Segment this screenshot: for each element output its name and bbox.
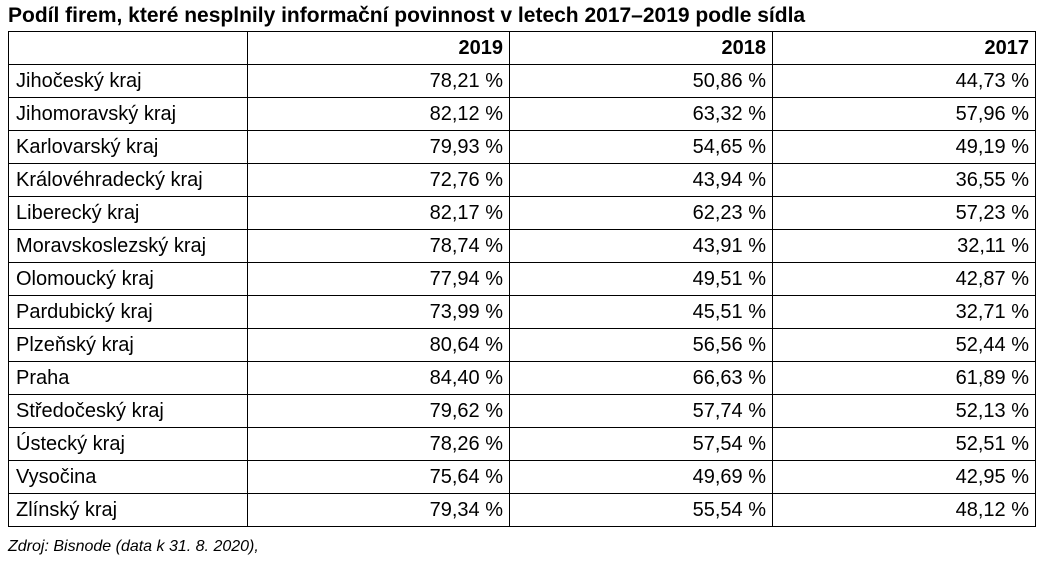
value-cell-2018: 57,74 %	[509, 394, 773, 428]
value-cell-2017: 44,73 %	[772, 64, 1036, 98]
value-cell-2017: 42,95 %	[772, 460, 1036, 494]
region-label: Pardubický kraj	[8, 295, 248, 329]
table-row: Olomoucký kraj 77,94 % 49,51 % 42,87 %	[8, 262, 1036, 296]
value-cell-2019: 84,40 %	[247, 361, 510, 395]
value-cell-2018: 43,91 %	[509, 229, 773, 263]
value-cell-2017: 57,23 %	[772, 196, 1036, 230]
value-cell-2019: 77,94 %	[247, 262, 510, 296]
value-cell-2017: 52,44 %	[772, 328, 1036, 362]
value-cell-2017: 52,51 %	[772, 427, 1036, 461]
table-row: Plzeňský kraj 80,64 % 56,56 % 52,44 %	[8, 328, 1036, 362]
value-cell-2017: 42,87 %	[772, 262, 1036, 296]
region-label: Královéhradecký kraj	[8, 163, 248, 197]
table-row: Zlínský kraj 79,34 % 55,54 % 48,12 %	[8, 493, 1036, 527]
column-header-2017: 2017	[772, 31, 1036, 65]
value-cell-2018: 49,51 %	[509, 262, 773, 296]
value-cell-2018: 49,69 %	[509, 460, 773, 494]
value-cell-2018: 43,94 %	[509, 163, 773, 197]
value-cell-2018: 63,32 %	[509, 97, 773, 131]
table-row: Karlovarský kraj 79,93 % 54,65 % 49,19 %	[8, 130, 1036, 164]
value-cell-2018: 62,23 %	[509, 196, 773, 230]
region-label: Jihomoravský kraj	[8, 97, 248, 131]
source-note: Zdroj: Bisnode (data k 31. 8. 2020),	[8, 538, 259, 555]
table-row: Jihomoravský kraj 82,12 % 63,32 % 57,96 %	[8, 97, 1036, 131]
column-header-2018: 2018	[509, 31, 773, 65]
value-cell-2018: 57,54 %	[509, 427, 773, 461]
table-row: Ústecký kraj 78,26 % 57,54 % 52,51 %	[8, 427, 1036, 461]
value-cell-2019: 80,64 %	[247, 328, 510, 362]
region-label: Praha	[8, 361, 248, 395]
value-cell-2018: 54,65 %	[509, 130, 773, 164]
table-row: Moravskoslezský kraj 78,74 % 43,91 % 32,11 …	[8, 229, 1036, 263]
table-row: Pardubický kraj 73,99 % 45,51 % 32,71 %	[8, 295, 1036, 329]
value-cell-2019: 82,12 %	[247, 97, 510, 131]
region-label: Jihočeský kraj	[8, 64, 248, 98]
value-cell-2019: 79,93 %	[247, 130, 510, 164]
table-row: Jihočeský kraj 78,21 % 50,86 % 44,73 %	[8, 64, 1036, 98]
region-label: Ústecký kraj	[8, 427, 248, 461]
column-header-2019: 2019	[247, 31, 510, 65]
column-header-region	[8, 31, 248, 65]
value-cell-2019: 78,74 %	[247, 229, 510, 263]
region-label: Vysočina	[8, 460, 248, 494]
value-cell-2018: 55,54 %	[509, 493, 773, 527]
value-cell-2018: 50,86 %	[509, 64, 773, 98]
region-label: Olomoucký kraj	[8, 262, 248, 296]
region-label: Plzeňský kraj	[8, 328, 248, 362]
table-row: Vysočina 75,64 % 49,69 % 42,95 %	[8, 460, 1036, 494]
region-label: Karlovarský kraj	[8, 130, 248, 164]
value-cell-2017: 52,13 %	[772, 394, 1036, 428]
table-row: Královéhradecký kraj 72,76 % 43,94 % 36,55 …	[8, 163, 1036, 197]
data-table: 2019 2018 2017 Jihočeský kraj 78,21 % 50,8…	[8, 31, 1036, 527]
table-row: Praha 84,40 % 66,63 % 61,89 %	[8, 361, 1036, 395]
value-cell-2017: 32,11 %	[772, 229, 1036, 263]
table-row: Středočeský kraj 79,62 % 57,74 % 52,13 %	[8, 394, 1036, 428]
value-cell-2017: 49,19 %	[772, 130, 1036, 164]
table-body: Jihočeský kraj 78,21 % 50,86 % 44,73 % Jihom…	[8, 64, 1036, 527]
table-row: Liberecký kraj 82,17 % 62,23 % 57,23 %	[8, 196, 1036, 230]
page-title: Podíl firem, které nesplnily informační …	[8, 4, 806, 27]
region-label: Středočeský kraj	[8, 394, 248, 428]
value-cell-2018: 45,51 %	[509, 295, 773, 329]
value-cell-2019: 73,99 %	[247, 295, 510, 329]
header-row: 2019 2018 2017	[8, 31, 1036, 65]
region-label: Zlínský kraj	[8, 493, 248, 527]
value-cell-2017: 57,96 %	[772, 97, 1036, 131]
value-cell-2017: 48,12 %	[772, 493, 1036, 527]
region-label: Liberecký kraj	[8, 196, 248, 230]
value-cell-2019: 75,64 %	[247, 460, 510, 494]
value-cell-2018: 56,56 %	[509, 328, 773, 362]
value-cell-2017: 32,71 %	[772, 295, 1036, 329]
region-label: Moravskoslezský kraj	[8, 229, 248, 263]
value-cell-2017: 36,55 %	[772, 163, 1036, 197]
value-cell-2017: 61,89 %	[772, 361, 1036, 395]
value-cell-2019: 78,21 %	[247, 64, 510, 98]
value-cell-2019: 82,17 %	[247, 196, 510, 230]
value-cell-2019: 78,26 %	[247, 427, 510, 461]
value-cell-2019: 79,34 %	[247, 493, 510, 527]
value-cell-2019: 79,62 %	[247, 394, 510, 428]
value-cell-2019: 72,76 %	[247, 163, 510, 197]
value-cell-2018: 66,63 %	[509, 361, 773, 395]
